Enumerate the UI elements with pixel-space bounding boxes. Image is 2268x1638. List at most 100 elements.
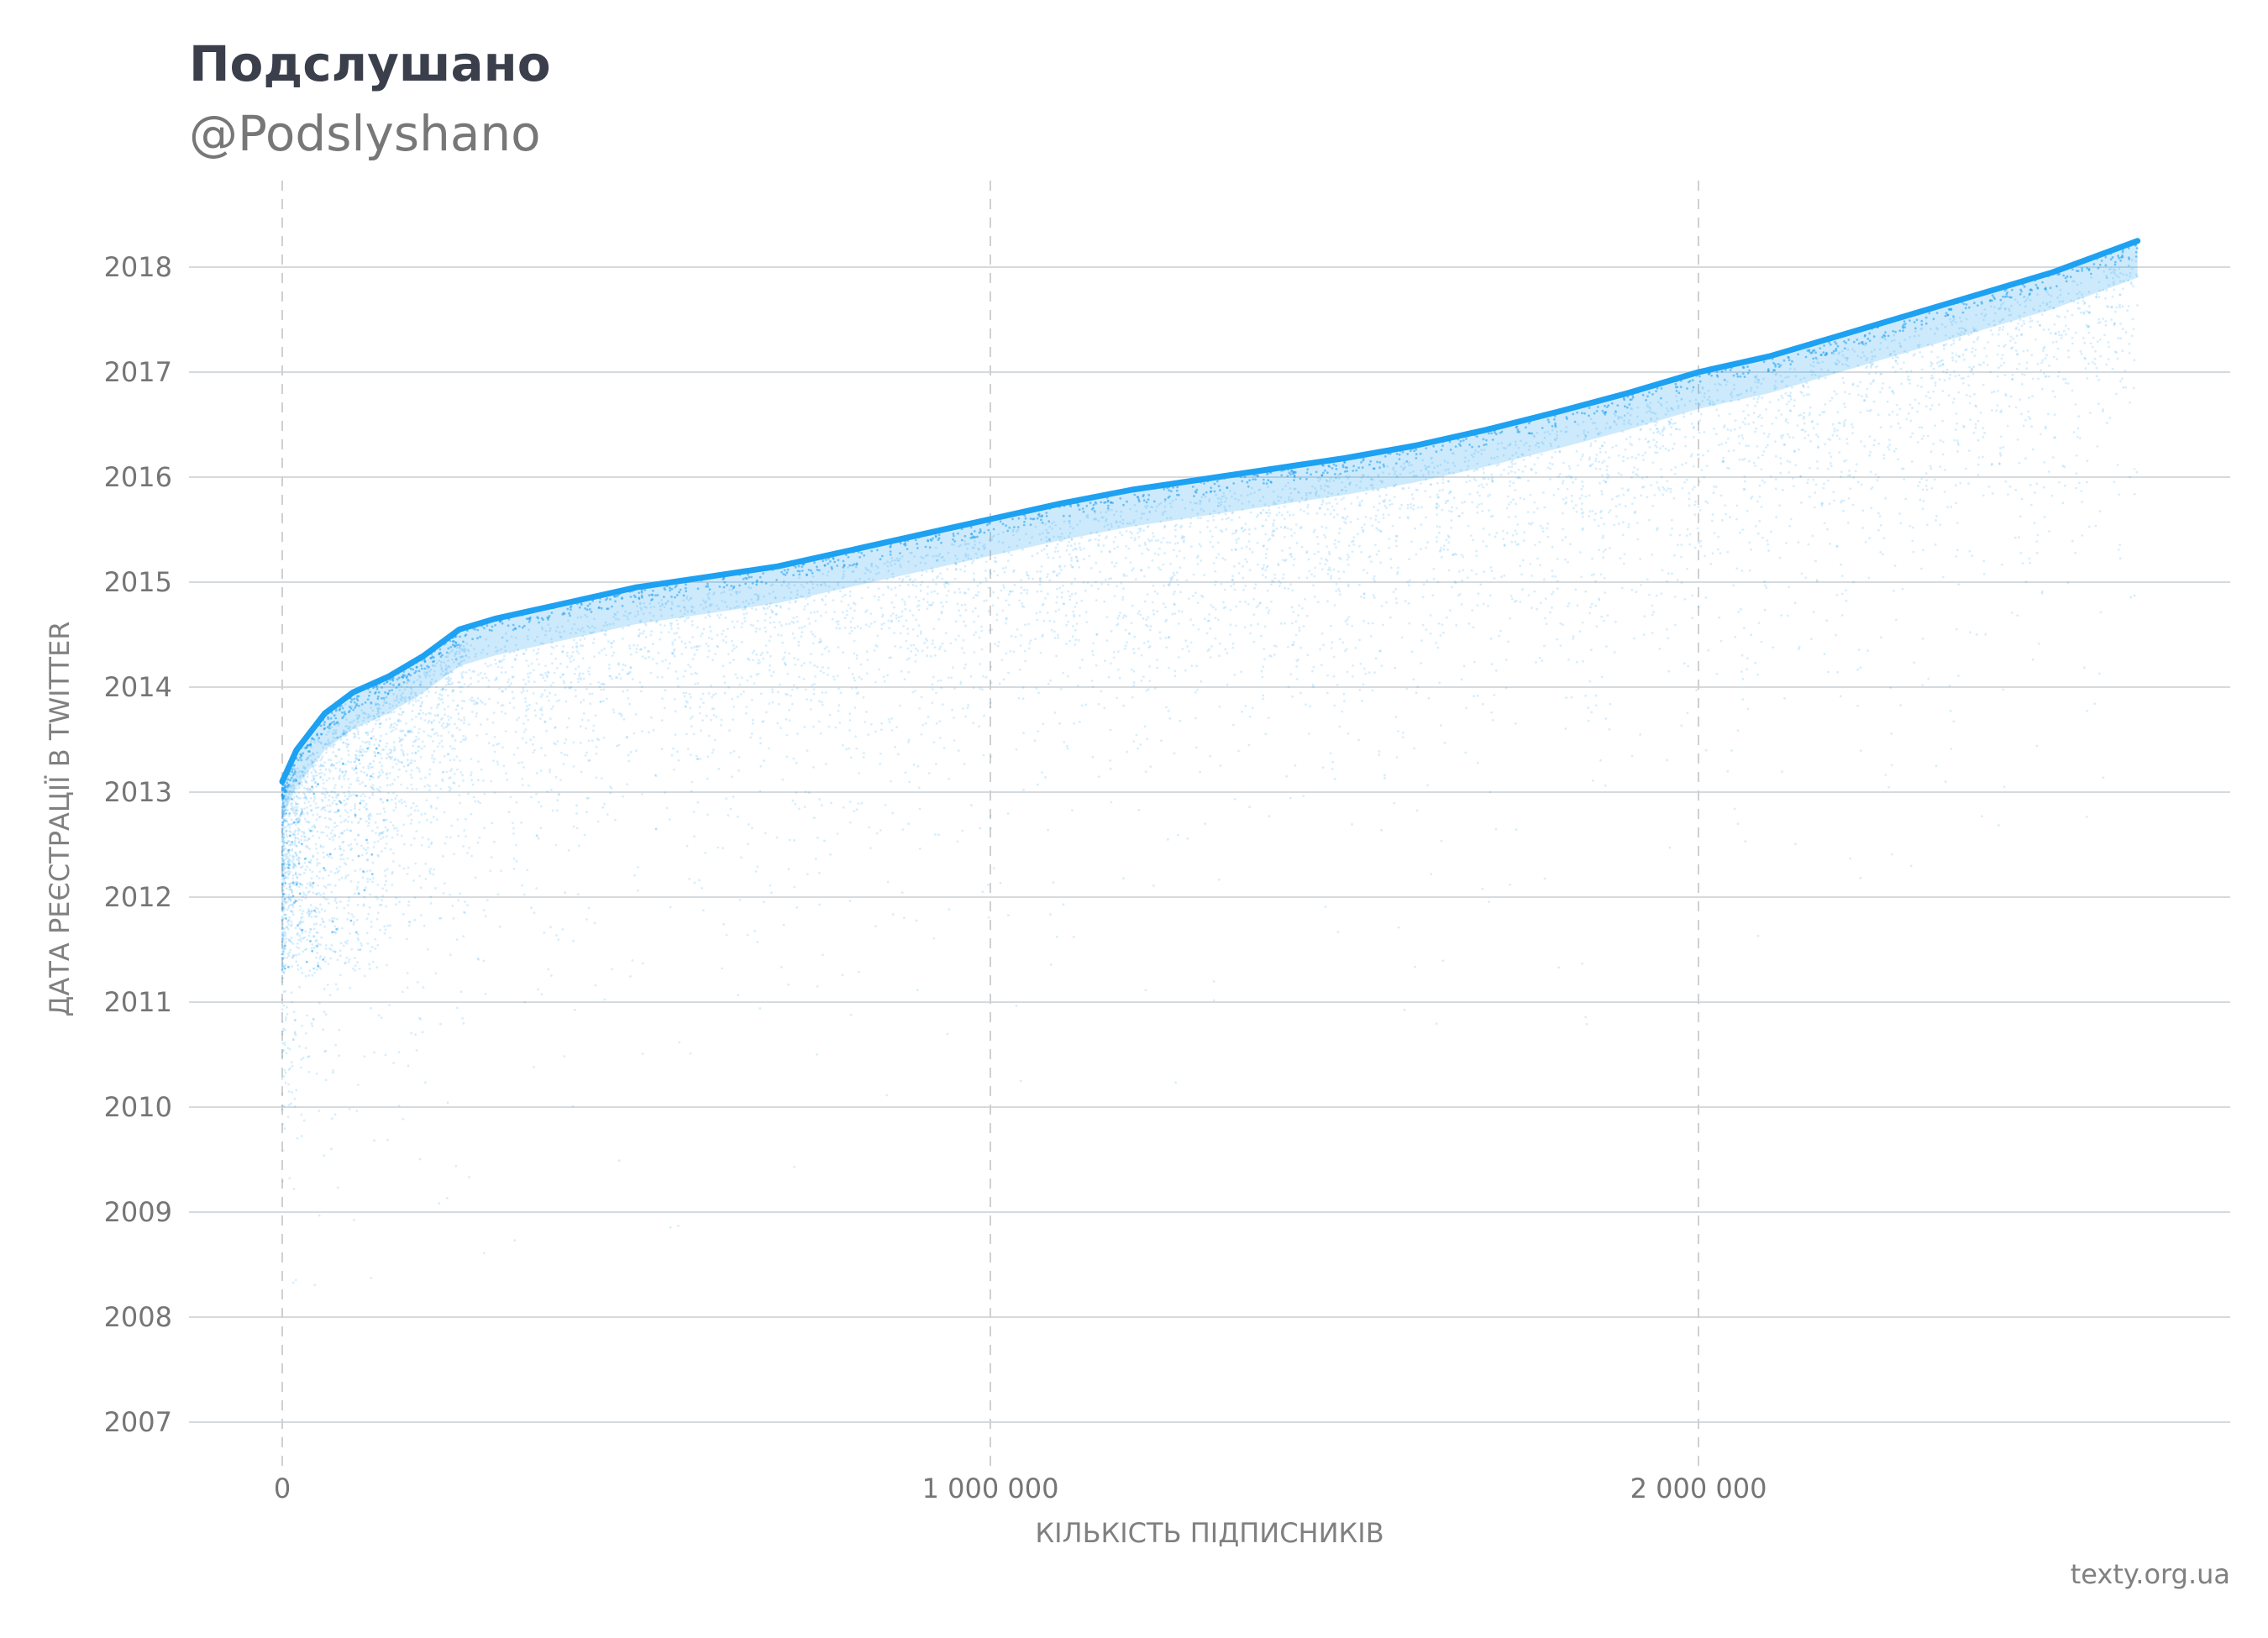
- scatter-point: [340, 927, 344, 930]
- scatter-point: [296, 876, 299, 879]
- scatter-point: [1728, 467, 1731, 470]
- scatter-point: [1859, 876, 1862, 879]
- scatter-point: [1023, 649, 1026, 653]
- scatter-point: [1543, 578, 1546, 581]
- scatter-point: [1360, 596, 1362, 598]
- scatter-point: [1746, 509, 1749, 512]
- scatter-point: [622, 795, 624, 798]
- scatter-point: [352, 732, 355, 735]
- scatter-point: [428, 869, 431, 873]
- scatter-point: [714, 653, 717, 655]
- scatter-point: [1646, 496, 1649, 499]
- scatter-point: [1996, 404, 1999, 407]
- scatter-point: [2078, 481, 2081, 485]
- scatter-point: [312, 752, 315, 755]
- scatter-point: [987, 586, 990, 590]
- scatter-point: [311, 974, 314, 977]
- scatter-point: [2042, 328, 2045, 331]
- scatter-point: [1177, 833, 1179, 837]
- scatter-point: [286, 876, 289, 879]
- scatter-point: [2098, 510, 2102, 512]
- scatter-point: [1063, 602, 1066, 606]
- scatter-point: [1080, 599, 1084, 602]
- scatter-point: [1284, 586, 1286, 590]
- scatter-point: [424, 863, 428, 865]
- scatter-point: [302, 891, 305, 894]
- scatter-point: [673, 654, 676, 658]
- scatter-point: [587, 719, 590, 722]
- scatter-point: [313, 781, 317, 785]
- scatter-point: [344, 770, 348, 774]
- scatter-point: [2040, 361, 2043, 365]
- scatter-point: [1260, 634, 1263, 638]
- scatter-point: [1781, 770, 1783, 774]
- scatter-point: [290, 910, 293, 912]
- scatter-point: [325, 779, 328, 782]
- scatter-point: [393, 778, 396, 781]
- scatter-point: [2058, 480, 2061, 484]
- scatter-point: [549, 684, 553, 687]
- scatter-point: [1580, 575, 1583, 579]
- scatter-point: [502, 658, 505, 661]
- scatter-point: [508, 701, 512, 705]
- scatter-point: [1447, 541, 1451, 544]
- scatter-point: [764, 711, 768, 714]
- scatter-point: [437, 734, 439, 737]
- scatter-point: [296, 1137, 299, 1140]
- scatter-point: [906, 647, 910, 650]
- scatter-point: [291, 858, 295, 862]
- scatter-point: [669, 662, 671, 665]
- scatter-point: [1697, 605, 1700, 608]
- scatter-point: [1307, 558, 1310, 561]
- scatter-point: [1603, 479, 1605, 482]
- scatter-point: [1126, 641, 1128, 643]
- scatter-point: [1262, 508, 1265, 512]
- scatter-point: [299, 774, 302, 777]
- scatter-point: [435, 807, 438, 810]
- scatter-point: [427, 734, 430, 737]
- scatter-point: [290, 888, 293, 891]
- scatter-point: [291, 848, 294, 851]
- scatter-point: [1646, 475, 1648, 479]
- scatter-point: [359, 748, 362, 751]
- scatter-point: [501, 746, 504, 749]
- scatter-point: [1441, 623, 1444, 627]
- scatter-point: [1244, 600, 1247, 603]
- scatter-point: [1512, 498, 1515, 501]
- scatter-point: [333, 899, 337, 902]
- scatter-point: [585, 687, 588, 690]
- scatter-point: [312, 813, 315, 816]
- scatter-point: [2002, 445, 2005, 449]
- scatter-point: [281, 1030, 284, 1033]
- scatter-point: [302, 796, 306, 800]
- scatter-point: [701, 719, 704, 722]
- scatter-point: [780, 634, 783, 637]
- scatter-point: [1473, 660, 1476, 664]
- scatter-point: [731, 620, 734, 623]
- scatter-point: [361, 748, 365, 751]
- scatter-point: [592, 638, 596, 641]
- scatter-point: [410, 1032, 413, 1035]
- scatter-point: [468, 669, 471, 672]
- scatter-point: [1110, 561, 1114, 564]
- scatter-point: [1462, 569, 1465, 572]
- scatter-point: [470, 854, 473, 858]
- scatter-point: [346, 917, 349, 921]
- scatter-point: [2118, 493, 2121, 496]
- scatter-point: [952, 666, 954, 669]
- scatter-point: [1897, 356, 1900, 359]
- scatter-point: [304, 897, 307, 900]
- scatter-point: [572, 765, 575, 768]
- scatter-point: [1866, 649, 1869, 653]
- scatter-point: [289, 870, 291, 874]
- scatter-point: [282, 827, 286, 830]
- scatter-point: [953, 687, 956, 690]
- scatter-point: [1326, 507, 1329, 511]
- scatter-point: [311, 870, 314, 874]
- scatter-point: [323, 956, 326, 959]
- scatter-point: [1329, 752, 1332, 755]
- scatter-point: [361, 876, 365, 879]
- scatter-point: [438, 1202, 441, 1205]
- scatter-point: [1007, 603, 1011, 606]
